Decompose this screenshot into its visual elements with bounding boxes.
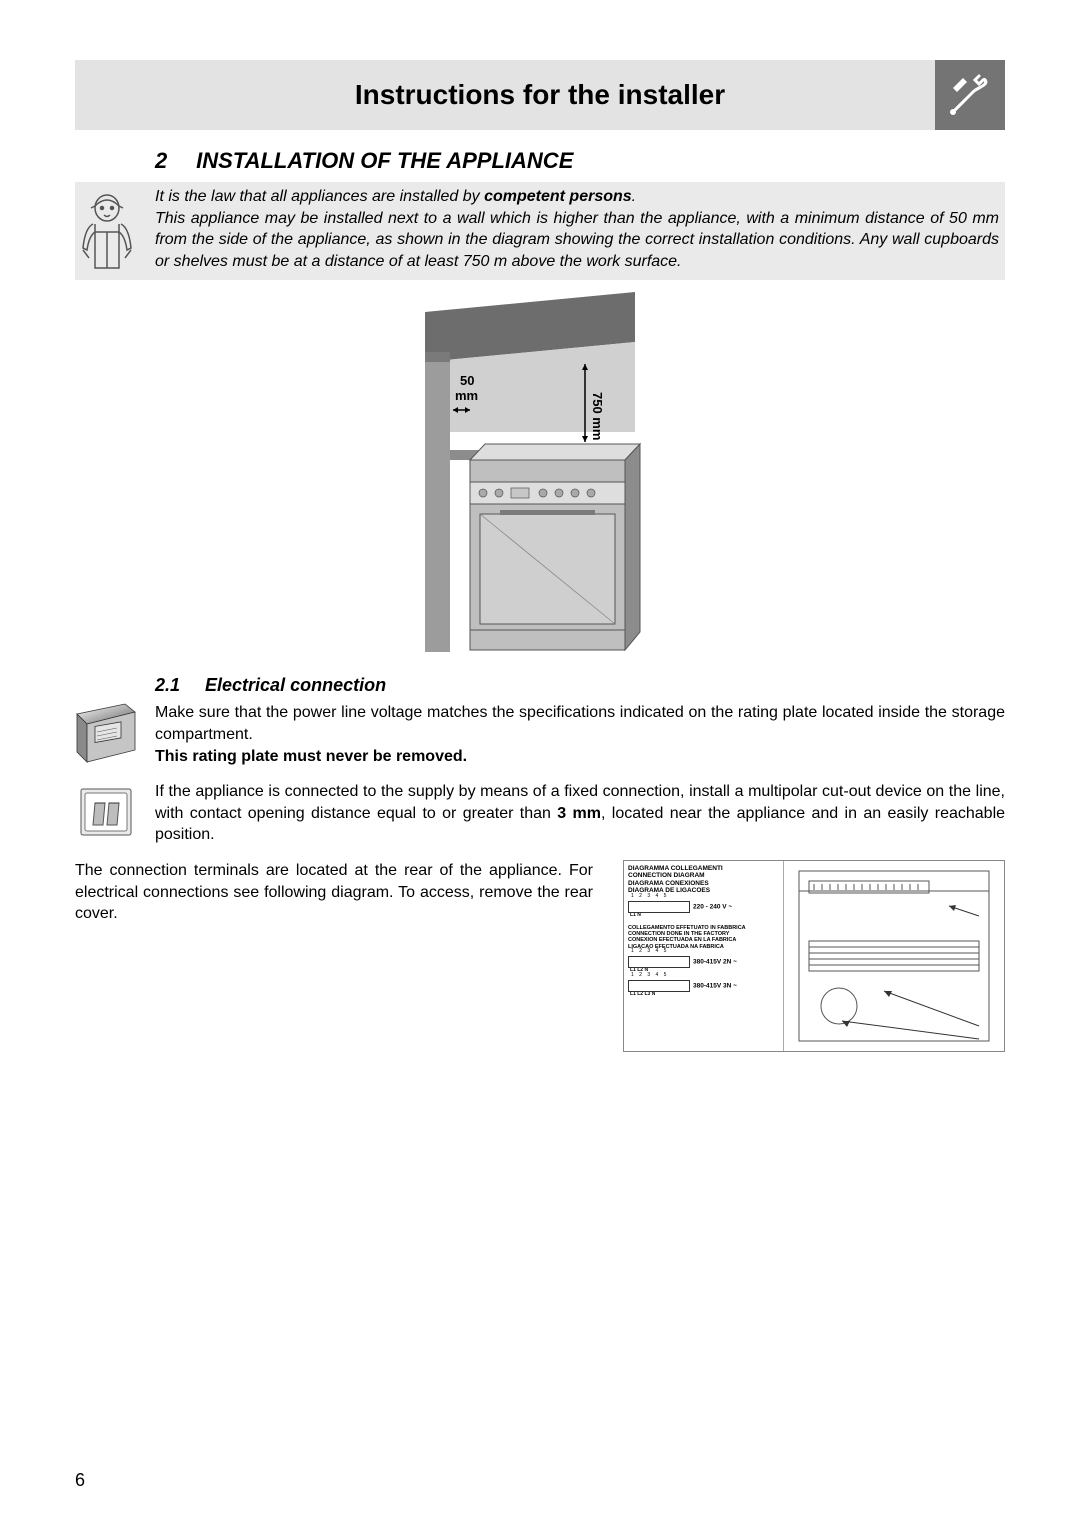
connection-diagram: DIAGRAMMA COLLEGAMENTI CONNECTION DIAGRA…: [623, 860, 1005, 1052]
para2-bold: 3 mm: [557, 805, 601, 822]
rating-plate-row: Make sure that the power line voltage ma…: [75, 702, 1005, 767]
switch-row: If the appliance is connected to the sup…: [75, 781, 1005, 846]
intro-text: It is the law that all appliances are in…: [155, 182, 1005, 280]
rating-plate-icon: [75, 702, 137, 764]
label-mm: mm: [455, 388, 478, 403]
conn-title-3: DIAGRAMA CONEXIONES: [628, 880, 779, 887]
subsection-number: 2.1: [155, 675, 200, 696]
header-title: Instructions for the installer: [355, 79, 725, 111]
conn-v1: 220 - 240 V ~: [693, 904, 732, 911]
section-number: 2: [155, 148, 190, 174]
intro-line1-bold: competent persons: [484, 188, 632, 205]
connection-row: The connection terminals are located at …: [75, 860, 1005, 1052]
conn-title-1: DIAGRAMMA COLLEGAMENTI: [628, 865, 779, 872]
intro-line1-suffix: .: [632, 188, 636, 205]
para2: If the appliance is connected to the sup…: [155, 781, 1005, 846]
section-title: 2 INSTALLATION OF THE APPLIANCE: [155, 148, 1005, 174]
label-50: 50: [460, 373, 474, 388]
installer-person-icon: [75, 188, 145, 278]
conn-sub1: L1 N: [630, 913, 779, 919]
para3: The connection terminals are located at …: [75, 860, 593, 1052]
intro-line1-prefix: It is the law that all appliances are in…: [155, 188, 484, 205]
conn-title-2: CONNECTION DIAGRAM: [628, 872, 779, 879]
cutout-switch-icon: [75, 781, 137, 843]
page-number: 6: [75, 1470, 85, 1491]
para1-bold: This rating plate must never be removed.: [155, 748, 467, 765]
conn-sub3: L1 L2 L3 N: [630, 992, 779, 998]
intro-paragraph: This appliance may be installed next to …: [155, 210, 999, 270]
subsection-title-text: Electrical connection: [205, 675, 386, 695]
para1: Make sure that the power line voltage ma…: [155, 702, 1005, 767]
label-750: 750 mm: [590, 392, 605, 440]
subsection-title: 2.1 Electrical connection: [155, 675, 1005, 696]
connection-diagram-labels: DIAGRAMMA COLLEGAMENTI CONNECTION DIAGRA…: [624, 861, 784, 1051]
conn-v2: 380-415V 2N ~: [693, 959, 737, 966]
section-title-text: INSTALLATION OF THE APPLIANCE: [196, 148, 573, 173]
conn-v3: 380-415V 3N ~: [693, 982, 737, 989]
clearance-diagram: 50 mm 750 mm: [75, 292, 1005, 657]
header-band: Instructions for the installer: [75, 60, 1005, 130]
para1-text: Make sure that the power line voltage ma…: [155, 704, 1005, 743]
tools-icon: [935, 60, 1005, 130]
intro-block: It is the law that all appliances are in…: [75, 182, 1005, 280]
connection-diagram-rear: [784, 861, 1004, 1051]
